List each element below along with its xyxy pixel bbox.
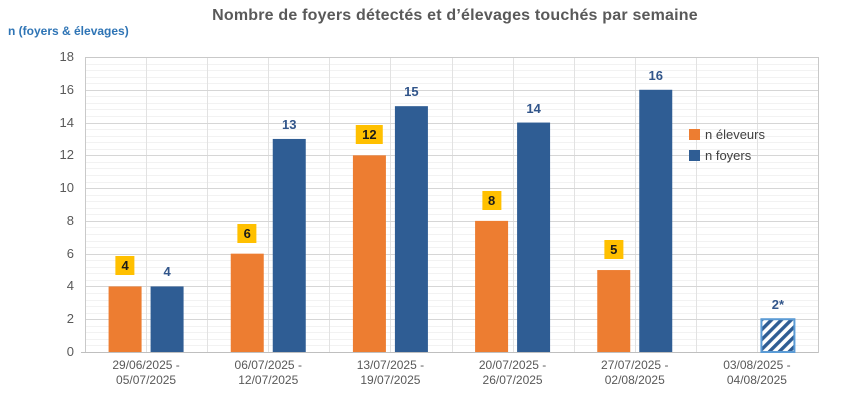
- x-label-5: 03/08/2025 - 04/08/2025: [723, 358, 791, 387]
- y-tick-10: 10: [59, 180, 74, 196]
- y-tick-8: 8: [66, 212, 74, 228]
- bar-foyers-4: [639, 89, 673, 353]
- x-label-2: 13/07/2025 - 19/07/2025: [356, 358, 425, 387]
- x-label-0: 29/06/2025 - 05/07/2025: [112, 358, 180, 387]
- bar-eleveurs-0: [108, 286, 142, 352]
- y-tick-6: 6: [66, 245, 74, 261]
- bar-eleveurs-4: [597, 270, 631, 352]
- bar-label-foyers-2: 15: [404, 84, 419, 100]
- legend-item-eleveurs: n éleveurs: [689, 127, 765, 142]
- y-tick-14: 14: [59, 114, 74, 130]
- bar-label-foyers-3: 14: [526, 100, 541, 116]
- x-label-3: 20/07/2025 - 26/07/2025: [478, 358, 547, 387]
- legend-swatch-orange-icon: [689, 129, 700, 140]
- legend: n éleveurs n foyers: [689, 127, 765, 169]
- bar-eleveurs-3: [475, 220, 509, 352]
- bar-eleveurs-1: [230, 253, 264, 352]
- legend-label-foyers: n foyers: [705, 148, 752, 163]
- bar-label-foyers-4: 16: [648, 67, 663, 83]
- bar-label-eleveurs-1: 6: [237, 223, 257, 243]
- bar-label-eleveurs-3: 8: [481, 190, 502, 210]
- y-tick-12: 12: [59, 147, 74, 163]
- bar-label-eleveurs-4: 5: [604, 240, 624, 260]
- bar-foyers-5: [760, 318, 796, 354]
- bar-label-foyers-0: 4: [163, 264, 171, 280]
- bar-foyers-3: [517, 122, 551, 352]
- bar-label-foyers-1: 13: [282, 116, 297, 132]
- x-label-4: 27/07/2025 - 02/08/2025: [601, 358, 669, 387]
- y-tick-18: 18: [59, 49, 74, 64]
- bar-eleveurs-2: [352, 155, 386, 352]
- legend-swatch-blue-icon: [689, 150, 700, 161]
- legend-label-eleveurs: n éleveurs: [705, 127, 765, 142]
- legend-item-foyers: n foyers: [689, 148, 765, 163]
- y-tick-0: 0: [66, 344, 74, 359]
- chart-title: Nombre de foyers détectés et d’élevages …: [212, 7, 698, 24]
- bar-label-foyers-5: 2*: [771, 297, 785, 313]
- bar-foyers-0: [150, 286, 184, 352]
- x-label-1: 06/07/2025 - 12/07/2025: [234, 358, 302, 387]
- bar-foyers-1: [272, 138, 306, 352]
- y-tick-16: 16: [59, 81, 74, 97]
- y-axis-title: n (foyers & élevages): [8, 24, 129, 38]
- y-tick-4: 4: [66, 278, 74, 294]
- bar-foyers-2: [394, 106, 428, 353]
- bar-label-eleveurs-2: 12: [356, 125, 383, 145]
- bar-label-eleveurs-0: 4: [115, 256, 135, 276]
- y-tick-2: 2: [66, 311, 74, 327]
